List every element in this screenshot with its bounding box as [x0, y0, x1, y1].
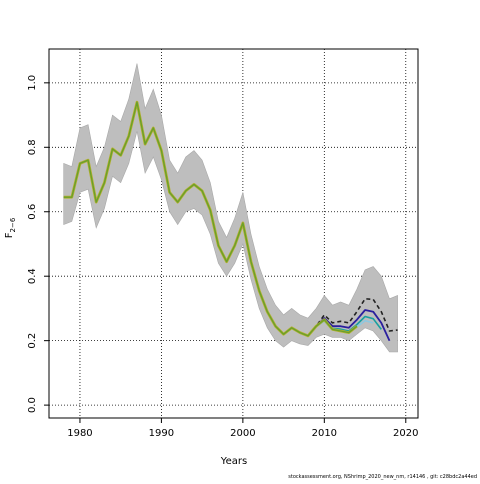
confidence-band-area	[63, 63, 398, 353]
x-tick-label: 1980	[67, 428, 92, 439]
x-tick-label: 2020	[393, 428, 418, 439]
y-tick-label: 0.6	[27, 204, 38, 220]
y-tick-label: 0.8	[27, 139, 38, 155]
series-lines	[63, 100, 398, 342]
y-axis: 0.0 0.2 0.4 0.6 0.8 1.0	[27, 75, 49, 413]
x-tick-label: 2000	[230, 428, 255, 439]
y-tick-label: 0.2	[27, 333, 38, 349]
y-tick-label: 1.0	[27, 75, 38, 91]
footer-source-text: stockassessment.org, NShrimp_2020_new_nm…	[288, 474, 477, 480]
y-axis-title: F2−6	[4, 217, 17, 238]
series-line	[63, 101, 358, 337]
y-axis-title-subscript: 2−6	[9, 217, 17, 232]
x-axis-title: Years	[220, 456, 247, 467]
y-axis-title-main: F	[4, 232, 15, 238]
y-tick-label: 0.0	[27, 397, 38, 413]
x-tick-label: 2010	[312, 428, 337, 439]
y-tick-label: 0.4	[27, 268, 38, 284]
plot-frame	[48, 48, 419, 419]
x-tick-label: 1990	[149, 428, 174, 439]
x-axis: 1980 1990 2000 2010 2020	[67, 418, 419, 439]
confidence-band	[63, 63, 398, 353]
